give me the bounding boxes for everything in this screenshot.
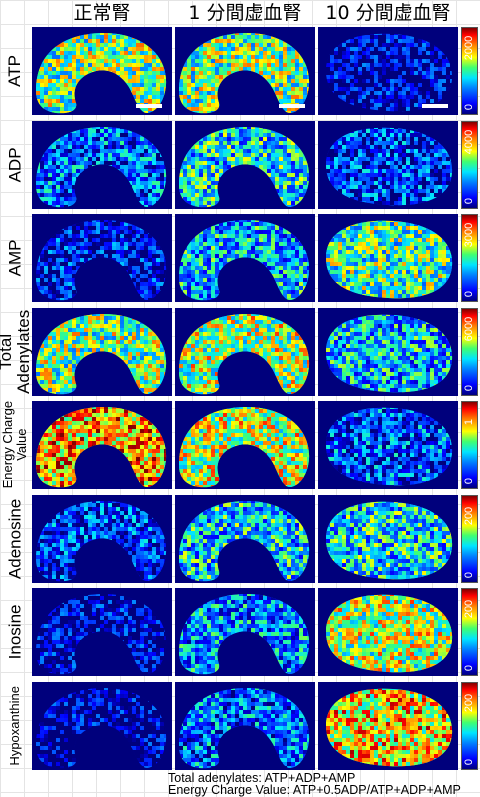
colorbar-gradient — [461, 681, 478, 770]
scale-bar — [422, 104, 448, 108]
column-header-1min-ischemia: 1 分間虚血腎 — [188, 2, 302, 24]
row-label-text: Total Adenylates — [0, 309, 33, 394]
row-label-text: Inosine — [5, 604, 25, 660]
colorbar-gradient — [461, 120, 478, 209]
kidney-image-panel — [32, 588, 172, 676]
kidney-image-panel — [175, 494, 315, 583]
kidney-image-panel — [175, 120, 315, 209]
row-label: ATP — [0, 27, 30, 115]
colorbar: 2000 0 — [459, 27, 479, 115]
kidney-image-panel — [318, 120, 458, 209]
row-label-text: Adenosine — [5, 498, 25, 579]
column-header-normal: 正常腎 — [73, 2, 131, 24]
kidney-image-panel — [318, 494, 458, 583]
colorbar-min-label: 0 — [463, 197, 476, 204]
colorbar: 3000 0 — [459, 214, 479, 302]
row-label-text: ADP — [5, 147, 25, 182]
colorbar-max-label: 200 — [463, 693, 476, 712]
kidney-image-panel — [32, 494, 172, 583]
row-label: Energy Charge Value — [0, 401, 30, 489]
colorbar: 200 0 — [459, 588, 479, 676]
colorbar-min-label: 0 — [463, 384, 476, 391]
kidney-image-panel — [32, 401, 172, 489]
kidney-image-panel — [175, 588, 315, 676]
colorbar-max-label: 6000 — [463, 316, 476, 341]
kidney-image-panel — [175, 401, 315, 489]
row-label: ADP — [0, 121, 30, 209]
colorbar-gradient — [461, 401, 478, 489]
colorbar-max-label: 2000 — [463, 35, 476, 61]
kidney-image-panel — [175, 27, 315, 115]
row-label: AMP — [0, 214, 30, 302]
kidney-image-panel — [318, 681, 458, 770]
colorbar-min-label: 0 — [463, 290, 476, 298]
column-header-10min-ischemia: 10 分間虚血腎 — [325, 2, 451, 24]
kidney-image-panel — [318, 214, 458, 302]
colorbar-min-label: 0 — [463, 758, 476, 765]
row-label-text: AMP — [5, 239, 25, 277]
colorbar-gradient — [461, 27, 478, 115]
colorbar: 6000 0 — [459, 307, 479, 396]
kidney-image-panel — [32, 27, 172, 115]
colorbar-max-label: 1 — [463, 418, 476, 426]
row-label: Adenosine — [0, 495, 30, 583]
colorbar-min-label: 0 — [463, 477, 476, 485]
kidney-image-panel — [32, 120, 172, 209]
kidney-image-panel — [32, 681, 172, 770]
kidney-image-panel — [318, 401, 458, 489]
colorbar-min-label: 0 — [463, 571, 476, 578]
colorbar-gradient — [461, 494, 478, 583]
colorbar: 4000 0 — [459, 120, 479, 209]
colorbar-max-label: 200 — [463, 506, 476, 525]
kidney-image-panel — [318, 27, 458, 115]
kidney-image-panel — [175, 681, 315, 770]
row-label-text: Energy Charge Value — [0, 401, 30, 489]
kidney-image-panel — [318, 588, 458, 676]
kidney-image-panel — [175, 307, 315, 396]
scale-bar — [136, 104, 162, 108]
row-label-text: Hypoxanthine — [7, 685, 23, 766]
colorbar-max-label: 200 — [463, 599, 476, 619]
scale-bar — [279, 104, 305, 108]
row-label: Total Adenylates — [0, 308, 33, 396]
row-label-text: ATP — [5, 55, 25, 87]
colorbar-max-label: 3000 — [463, 222, 476, 248]
row-label: Inosine — [0, 588, 30, 676]
colorbar: 200 0 — [459, 681, 479, 770]
kidney-image-panel — [32, 307, 172, 396]
footnote-energy-charge: Energy Charge Value: ATP+0.5ADP/ATP+ADP+… — [168, 783, 461, 797]
kidney-image-panel — [175, 214, 315, 302]
colorbar-max-label: 4000 — [463, 129, 476, 154]
kidney-image-panel — [32, 214, 172, 302]
kidney-image-panel — [318, 307, 458, 396]
colorbar-min-label: 0 — [463, 664, 476, 672]
colorbar-min-label: 0 — [463, 103, 476, 111]
footnote-total-adenylates: Total adenylates: ATP+ADP+AMP — [168, 771, 356, 785]
colorbar: 200 0 — [459, 494, 479, 583]
colorbar-gradient — [461, 588, 478, 676]
colorbar-gradient — [461, 307, 478, 396]
row-label: Hypoxanthine — [0, 682, 30, 770]
colorbar-gradient — [461, 214, 478, 302]
